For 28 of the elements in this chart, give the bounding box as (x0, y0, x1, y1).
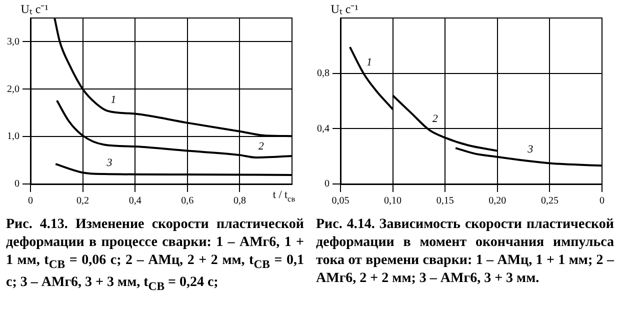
series-label: 3 (106, 157, 113, 170)
x-tick-label: 0 (28, 196, 33, 207)
y-tick-label: 0,8 (317, 68, 330, 79)
x-tick-label: 0,10 (384, 196, 402, 207)
series-label: 2 (432, 113, 438, 126)
x-tick-label: 0,2 (76, 196, 90, 207)
chart-title: Рис. 4.13. Изменение скорости пластической деформации в процессе сварки: 1 – АМг6, 1 + 1 мм, t$_{СВ}$ = 0,06 с; 2 – АМц, 2 + 2 мм, t$_{СВ}$ = 0,1 с; 3 – АМг6, 3 + 3 мм, t$_{СВ}$ = 0,24 с; (6, 217, 304, 293)
y-axis-title: Uₜ с⁻¹ (330, 2, 359, 16)
y-tick-label: 3,0 (7, 36, 20, 48)
y-tick-label: 0 (324, 178, 330, 190)
y-tick-label: 1,0 (7, 131, 20, 142)
x-tick-label: 0,15 (436, 196, 454, 207)
y-tick-label: 0,4 (317, 123, 330, 134)
text: Рис. 4.14. Зависимость скорости пластической деформации в момент окончания импульса тока от времени сварки: 1 – АМц, 1 + 1 мм; 2 – АМг6, 2 + 2 мм; 3 – АМг6, 3 + 3 мм. (315, 216, 616, 288)
x-tick-label: 0,20 (488, 196, 506, 207)
x-tick-label: 0,25 (540, 196, 558, 207)
x-tick-label: 0 (600, 196, 604, 207)
series-label: 1 (110, 94, 116, 106)
y-tick-label: 2,0 (7, 84, 20, 95)
x-tick-label: 0,6 (181, 196, 194, 207)
x-tick-label: 0,4 (128, 196, 142, 207)
x-tick-label: 0,8 (233, 196, 246, 207)
x-tick-label: 0,05 (332, 196, 350, 207)
y-axis-title: Uₜ с⁻¹ (20, 2, 49, 16)
y-tick-label: 0 (14, 178, 20, 190)
series-label: 2 (258, 140, 264, 152)
series-label: 1 (366, 56, 372, 68)
series-label: 3 (526, 143, 534, 156)
